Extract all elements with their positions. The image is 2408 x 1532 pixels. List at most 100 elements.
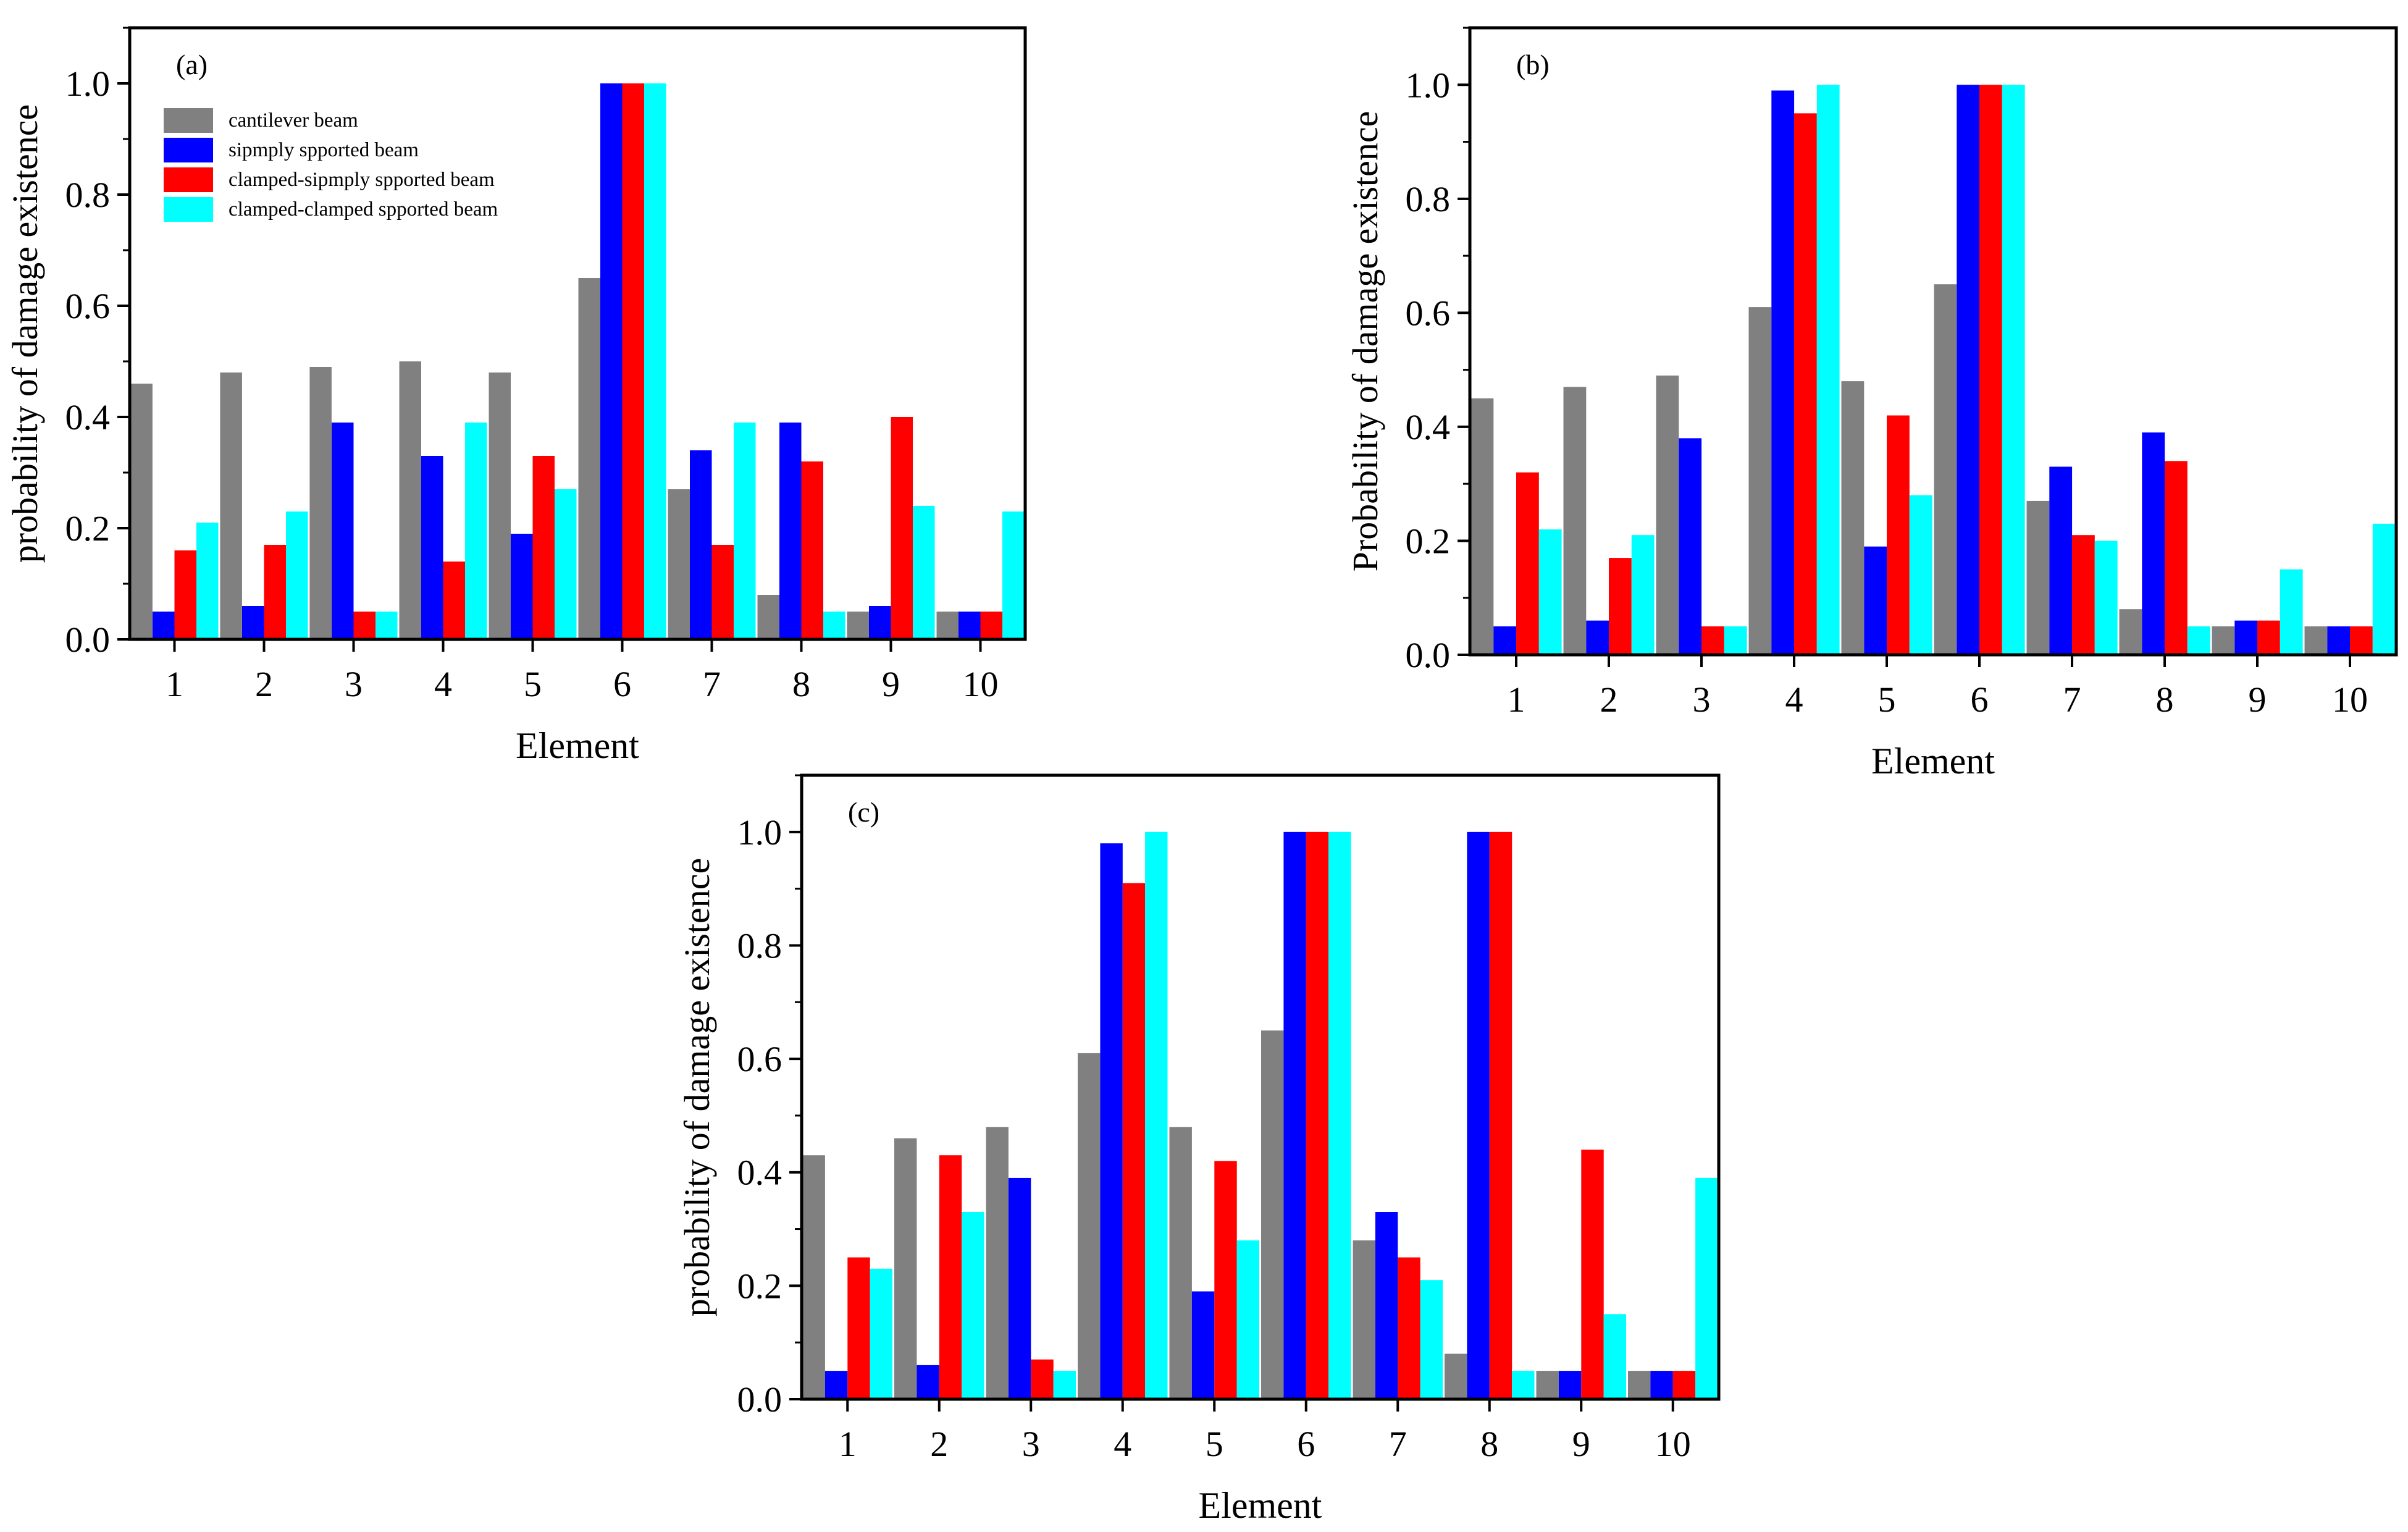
bar-clamped-simply-supported-beam-element-8: [2165, 461, 2188, 655]
bar-simply-supported-beam-element-10: [959, 612, 981, 639]
chart-panel-1: 0.0 0.2 0.4 0.6 0.8 1.0 1 2 3 4 5 6 7 8 9 10 Element prob…: [5, 26, 1027, 766]
bar-simply-supported-beam-element-1: [824, 1371, 848, 1399]
x-tick-label: 8: [2156, 680, 2174, 720]
bar-cantilever-beam-element-10: [936, 612, 959, 639]
x-tick-label: 2: [930, 1424, 948, 1464]
x-axis-title: Element: [1199, 1485, 1322, 1526]
y-tick-label: 0.8: [737, 925, 782, 966]
bar-clamped-simply-supported-beam-element-7: [711, 545, 734, 639]
bar-clamped-clamped-supported-beam-element-4: [465, 423, 487, 639]
y-tick-label: 0.0: [65, 620, 111, 660]
bar-cantilever-beam-element-3: [309, 367, 332, 639]
chart-panel-3: 0.0 0.2 0.4 0.6 0.8 1.0 1 2 3 4 5 6 7 8 9 10 Element prob…: [677, 773, 1721, 1526]
bar-cantilever-beam-element-1: [802, 1155, 825, 1399]
bar-clamped-simply-supported-beam-element-3: [353, 612, 375, 639]
bar-clamped-clamped-supported-beam-element-3: [1053, 1371, 1076, 1399]
bar-clamped-simply-supported-beam-element-9: [891, 417, 913, 639]
bar-clamped-clamped-supported-beam-element-5: [1236, 1240, 1259, 1399]
bar-simply-supported-beam-element-9: [1558, 1371, 1582, 1399]
x-tick-label: 10: [1655, 1424, 1691, 1464]
bar-clamped-clamped-supported-beam-element-5: [555, 489, 577, 639]
bar-clamped-simply-supported-beam-element-7: [1398, 1257, 1420, 1399]
y-axis-title: probability of damage existence: [5, 104, 45, 563]
bar-clamped-clamped-supported-beam-element-2: [962, 1212, 984, 1399]
bar-clamped-simply-supported-beam-element-7: [2072, 535, 2095, 655]
y-axis-title: Probability of damage existence: [1345, 111, 1385, 572]
bar-clamped-simply-supported-beam-element-10: [980, 612, 1002, 639]
bar-clamped-clamped-supported-beam-element-7: [1420, 1280, 1443, 1399]
bar-cantilever-beam-element-10: [1628, 1371, 1651, 1399]
x-tick-label: 6: [1297, 1424, 1315, 1464]
bar-simply-supported-beam-element-7: [690, 450, 712, 639]
y-tick-label: 1.0: [1406, 65, 1451, 105]
x-tick-label: 9: [2249, 680, 2267, 720]
bar-cantilever-beam-element-7: [1353, 1240, 1375, 1399]
x-axis-title: Element: [516, 725, 639, 766]
bar-cantilever-beam-element-8: [2119, 609, 2142, 655]
x-tick-label: 3: [345, 664, 363, 704]
chart-panel-2: 0.0 0.2 0.4 0.6 0.8 1.0 1 2 3 4 5 6 7 8 9 10 Element Prob…: [1345, 26, 2398, 781]
legend-swatch-simply-supported-beam: [164, 138, 213, 162]
bar-clamped-simply-supported-beam-element-3: [1701, 626, 1724, 655]
bar-cantilever-beam-element-9: [847, 612, 869, 639]
y-tick-label: 0.6: [1406, 293, 1451, 333]
y-tick-label: 0.6: [65, 286, 111, 326]
bar-clamped-clamped-supported-beam-element-10: [1002, 511, 1025, 639]
bar-simply-supported-beam-element-4: [421, 456, 443, 639]
x-tick-label: 4: [1114, 1424, 1131, 1464]
bar-cantilever-beam-element-3: [1656, 375, 1679, 655]
y-tick-label: 1.0: [737, 812, 782, 852]
x-tick-label: 5: [524, 664, 542, 704]
bar-clamped-clamped-supported-beam-element-9: [1603, 1314, 1626, 1399]
y-tick-label: 0.6: [737, 1039, 782, 1079]
bar-simply-supported-beam-element-1: [1493, 626, 1517, 655]
bar-simply-supported-beam-element-9: [2234, 620, 2258, 655]
bar-cantilever-beam-element-1: [130, 384, 153, 639]
bar-simply-supported-beam-element-6: [600, 83, 623, 639]
bar-clamped-simply-supported-beam-element-10: [2350, 626, 2373, 655]
x-tick-label: 4: [434, 664, 452, 704]
bar-clamped-simply-supported-beam-element-3: [1031, 1359, 1054, 1399]
bar-clamped-simply-supported-beam-element-8: [1489, 831, 1512, 1399]
bar-cantilever-beam-element-6: [1934, 284, 1957, 655]
legend: cantilever beam sipmply spported beam clam…: [164, 108, 498, 222]
x-tick-label: 9: [882, 664, 900, 704]
bar-simply-supported-beam-element-6: [1957, 85, 1980, 655]
bar-simply-supported-beam-element-8: [1467, 831, 1490, 1399]
bar-cantilever-beam-element-1: [1470, 398, 1494, 655]
y-tick-label: 0.2: [65, 508, 111, 549]
bar-clamped-simply-supported-beam-element-6: [1979, 85, 2002, 655]
bar-cantilever-beam-element-5: [489, 372, 511, 639]
y-tick-label: 1.0: [65, 64, 111, 104]
x-tick-label: 1: [166, 664, 183, 704]
bar-clamped-clamped-supported-beam-element-7: [2094, 541, 2118, 655]
bar-clamped-simply-supported-beam-element-1: [174, 550, 196, 639]
bar-clamped-clamped-supported-beam-element-8: [2187, 626, 2210, 655]
plot-frame: [128, 26, 1027, 641]
legend-label-cantilever-beam: cantilever beam: [229, 109, 358, 132]
bar-clamped-simply-supported-beam-element-4: [1122, 883, 1146, 1399]
x-tick-label: 7: [703, 664, 721, 704]
bar-cantilever-beam-element-9: [1536, 1371, 1559, 1399]
bar-clamped-simply-supported-beam-element-2: [1609, 558, 1632, 655]
bar-clamped-simply-supported-beam-element-5: [1214, 1161, 1237, 1399]
bar-simply-supported-beam-element-7: [1375, 1212, 1398, 1399]
bar-clamped-clamped-supported-beam-element-5: [1909, 495, 1932, 655]
y-tick-label: 0.8: [65, 175, 111, 215]
bar-cantilever-beam-element-6: [578, 278, 600, 639]
bar-simply-supported-beam-element-8: [2142, 432, 2165, 655]
bar-cantilever-beam-element-7: [2026, 500, 2050, 655]
bar-clamped-simply-supported-beam-element-9: [2257, 620, 2280, 655]
bar-simply-supported-beam-element-4: [1771, 90, 1795, 655]
x-tick-label: 5: [1206, 1424, 1223, 1464]
y-tick-label: 0.0: [737, 1379, 782, 1420]
bar-clamped-clamped-supported-beam-element-6: [644, 83, 666, 639]
x-tick-label: 10: [963, 664, 999, 704]
bar-simply-supported-beam-element-4: [1100, 843, 1123, 1399]
bar-simply-supported-beam-element-2: [1586, 620, 1609, 655]
bar-clamped-simply-supported-beam-element-2: [264, 545, 286, 639]
y-tick-label: 0.8: [1406, 179, 1451, 219]
panel-label: (a): [176, 49, 208, 80]
bar-clamped-simply-supported-beam-element-2: [939, 1155, 962, 1399]
